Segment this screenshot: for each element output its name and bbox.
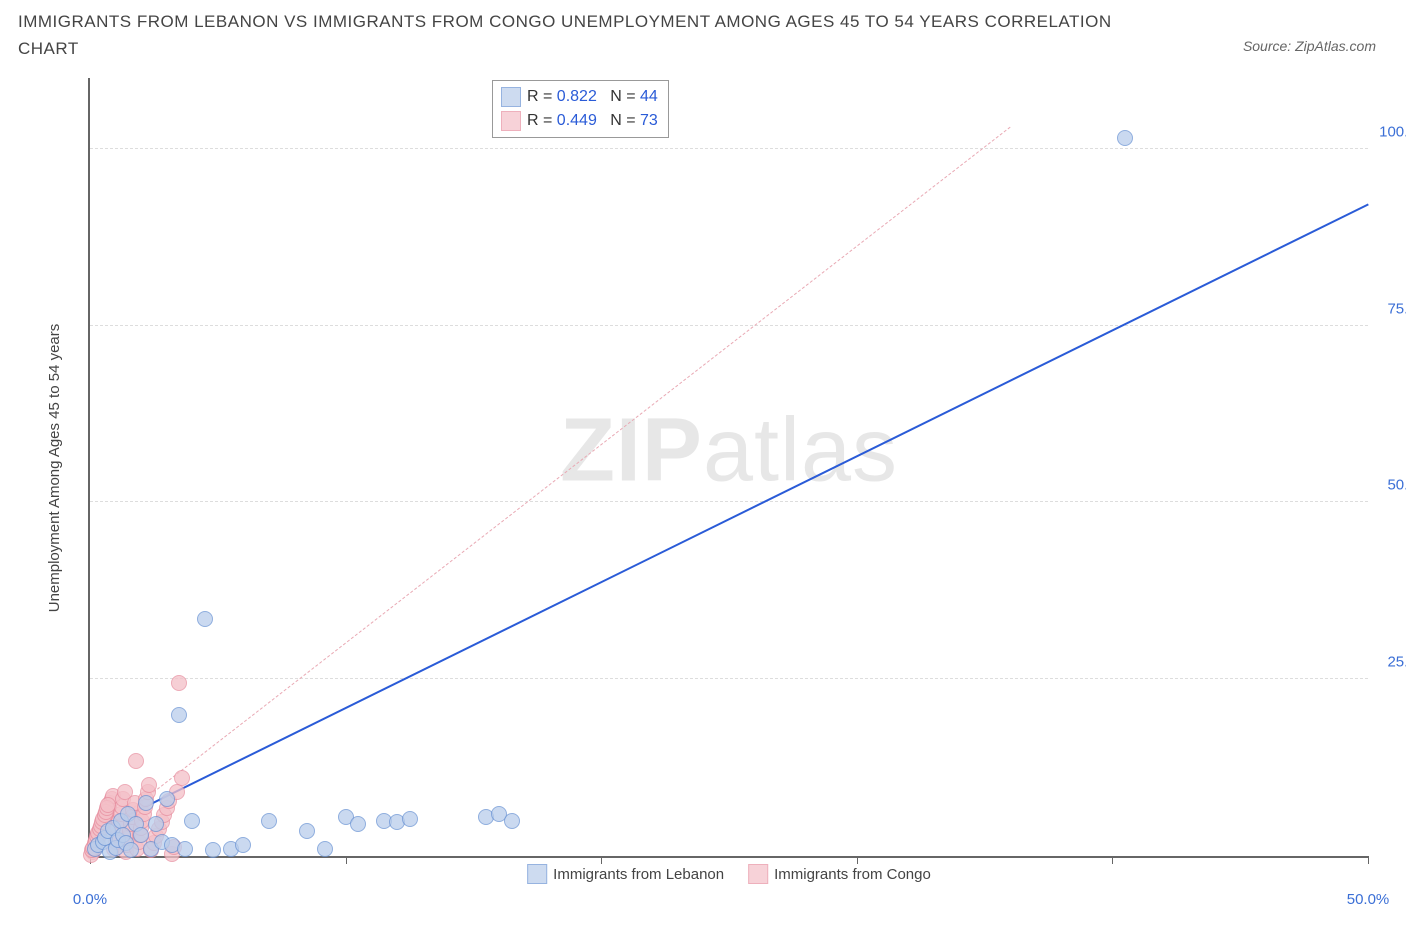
legend-text-lebanon: R = 0.822 N = 44	[527, 85, 658, 109]
y-tick-label: 75.0%	[1387, 300, 1406, 317]
y-tick-label: 25.0%	[1387, 654, 1406, 671]
data-point	[299, 823, 315, 839]
data-point	[171, 707, 187, 723]
data-point	[317, 841, 333, 857]
gridline	[90, 501, 1368, 502]
legend-row-lebanon: R = 0.822 N = 44	[501, 85, 658, 109]
gridline	[90, 325, 1368, 326]
data-point	[148, 816, 164, 832]
n-value-lebanon: 44	[640, 88, 658, 105]
data-point	[402, 811, 418, 827]
x-tick-label: 0.0%	[73, 891, 107, 908]
watermark-bold: ZIP	[560, 401, 703, 501]
data-point	[177, 841, 193, 857]
x-tick	[601, 856, 602, 864]
data-point	[504, 813, 520, 829]
x-tick	[1112, 856, 1113, 864]
chart-title: IMMIGRANTS FROM LEBANON VS IMMIGRANTS FR…	[18, 8, 1118, 62]
data-point	[159, 791, 175, 807]
data-point	[350, 816, 366, 832]
data-point	[100, 797, 116, 813]
legend-row-congo: R = 0.449 N = 73	[501, 109, 658, 133]
legend-label-lebanon: Immigrants from Lebanon	[553, 866, 724, 883]
legend-swatch-congo	[501, 111, 521, 131]
data-point	[197, 611, 213, 627]
legend-swatch-bottom-lebanon	[527, 864, 547, 884]
series-legend: Immigrants from Lebanon Immigrants from …	[527, 864, 931, 884]
y-axis-label: Unemployment Among Ages 45 to 54 years	[46, 324, 63, 613]
legend-swatch-lebanon	[501, 87, 521, 107]
legend-swatch-bottom-congo	[748, 864, 768, 884]
data-point	[128, 753, 144, 769]
legend-text-congo: R = 0.449 N = 73	[527, 109, 658, 133]
trend-line	[90, 127, 1011, 842]
plot-area: ZIPatlas R = 0.822 N = 44 R = 0.449 N = …	[88, 78, 1368, 858]
y-tick-label: 50.0%	[1387, 477, 1406, 494]
gridline	[90, 678, 1368, 679]
data-point	[123, 842, 139, 858]
x-tick	[346, 856, 347, 864]
data-point	[235, 837, 251, 853]
x-tick-label: 50.0%	[1347, 891, 1390, 908]
data-point	[1117, 130, 1133, 146]
correlation-legend: R = 0.822 N = 44 R = 0.449 N = 73	[492, 80, 669, 138]
data-point	[205, 842, 221, 858]
legend-item-lebanon: Immigrants from Lebanon	[527, 864, 724, 884]
source-label: Source: ZipAtlas.com	[1243, 38, 1376, 54]
legend-item-congo: Immigrants from Congo	[748, 864, 931, 884]
watermark: ZIPatlas	[560, 400, 898, 503]
n-value-congo: 73	[640, 112, 658, 129]
data-point	[133, 827, 149, 843]
data-point	[174, 770, 190, 786]
data-point	[184, 813, 200, 829]
data-point	[171, 675, 187, 691]
legend-label-congo: Immigrants from Congo	[774, 866, 931, 883]
y-tick-label: 100.0%	[1379, 123, 1406, 140]
chart-container: Unemployment Among Ages 45 to 54 years Z…	[58, 78, 1378, 888]
data-point	[138, 795, 154, 811]
data-point	[141, 777, 157, 793]
data-point	[261, 813, 277, 829]
trend-line	[90, 203, 1369, 834]
r-value-congo: 0.449	[557, 112, 597, 129]
r-value-lebanon: 0.822	[557, 88, 597, 105]
gridline	[90, 148, 1368, 149]
x-tick	[857, 856, 858, 864]
x-tick	[1368, 856, 1369, 864]
